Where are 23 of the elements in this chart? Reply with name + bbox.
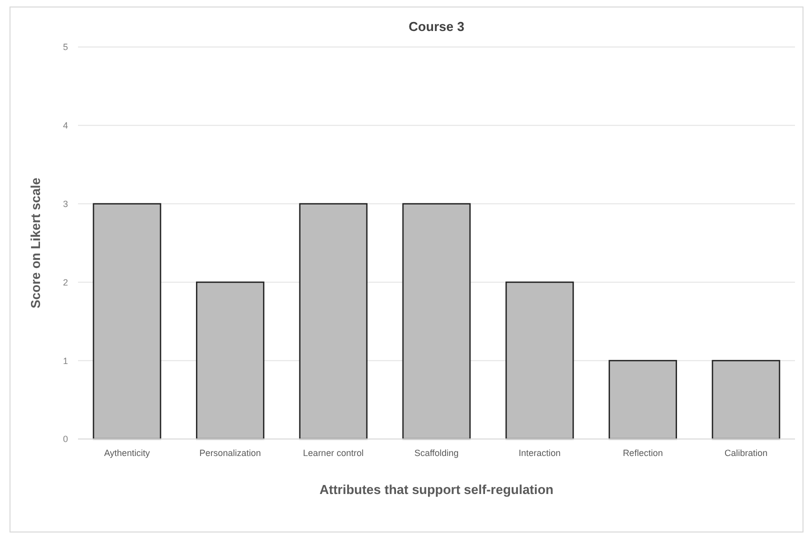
y-axis-title: Score on Likert scale: [28, 178, 43, 308]
x-axis-title: Attributes that support self-regulation: [320, 482, 554, 497]
bar: [92, 203, 162, 440]
bar: [712, 360, 780, 440]
x-tick-label: Calibration: [724, 448, 768, 458]
bar: [505, 282, 574, 440]
y-tick-label: 2: [62, 277, 68, 288]
x-tick-label: Scaffolding: [414, 448, 459, 458]
bar: [402, 203, 471, 440]
y-tick-label: 3: [62, 198, 68, 209]
chart-title: Course 3: [408, 19, 464, 34]
bar: [196, 282, 264, 440]
bar: [299, 203, 368, 440]
y-tick-label: 5: [62, 42, 68, 52]
y-tick-label: 0: [62, 434, 68, 444]
x-tick-label: Interaction: [518, 448, 561, 458]
y-tick-label: 1: [62, 356, 68, 366]
bar: [608, 360, 678, 440]
x-tick-label: Learner control: [303, 448, 364, 458]
y-tick-label: 4: [62, 120, 68, 131]
x-tick-label: Reflection: [622, 448, 663, 458]
x-tick-label: Aythenticity: [104, 448, 150, 458]
x-tick-label: Personalization: [199, 448, 261, 458]
